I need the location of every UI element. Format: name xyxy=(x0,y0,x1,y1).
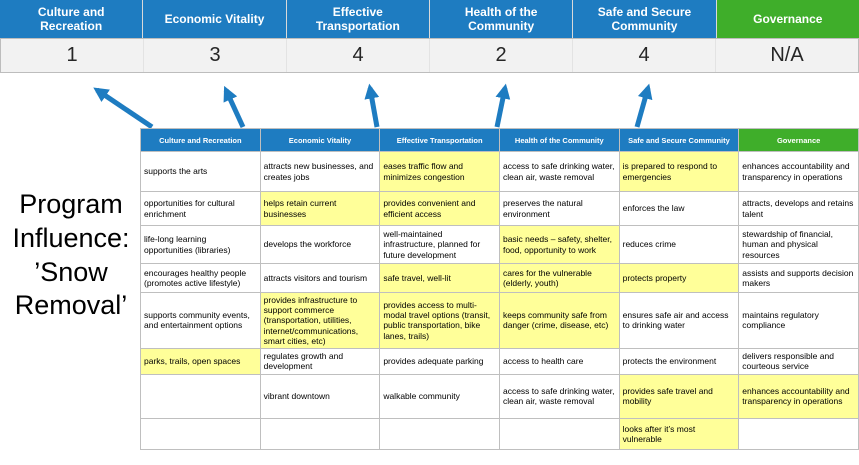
matrix-header-culture-and-recreation: Culture and Recreation xyxy=(140,128,261,152)
matrix-cell: access to safe drinking water, clean air… xyxy=(498,151,620,192)
scoreboard-header-health-of-the-community: Health of the Community xyxy=(429,0,574,38)
matrix-cell: parks, trails, open spaces xyxy=(140,347,261,375)
matrix-cell: well-maintained infrastructure, planned … xyxy=(379,225,500,264)
matrix-cell: protects property xyxy=(618,263,740,293)
matrix-cell: looks after it’s most vulnerable xyxy=(618,417,740,450)
scoreboard-score-row: 1 3 4 2 4 N/A xyxy=(0,38,859,73)
matrix-cell: life-long learning opportunities (librar… xyxy=(140,225,261,264)
matrix-cell: eases traffic flow and minimizes congest… xyxy=(379,151,500,192)
score-value-governance: N/A xyxy=(770,44,804,66)
matrix-row: parks, trails, open spaces regulates grow… xyxy=(140,347,859,375)
arrow-up-icon xyxy=(494,83,511,128)
program-title: Program Influence: ’Snow Removal’ xyxy=(12,189,130,321)
matrix-cell: provides safe travel and mobility xyxy=(618,373,740,419)
matrix-row: supports community events, and entertain… xyxy=(140,292,859,349)
matrix-cell: access to safe drinking water, clean air… xyxy=(498,373,620,419)
arrow-up-icon xyxy=(364,83,380,128)
scoreboard-header-culture-and-recreation: Culture and Recreation xyxy=(0,0,144,38)
matrix-cell xyxy=(259,417,381,450)
influence-matrix: Culture and Recreation Economic Vitality E… xyxy=(140,128,859,450)
matrix-cell xyxy=(140,373,261,419)
matrix-cell xyxy=(738,417,859,450)
matrix-row: encourages healthy people (promotes acti… xyxy=(140,263,859,293)
matrix-cell: provides infrastructure to support comme… xyxy=(259,292,381,349)
score-value-health-of-the-community: 2 xyxy=(430,39,573,72)
scoreboard-header-effective-transportation: Effective Transportation xyxy=(286,0,430,38)
matrix-row: looks after it’s most vulnerable xyxy=(140,417,859,450)
score-value-economic-vitality: 3 xyxy=(144,39,287,72)
matrix-cell: supports community events, and entertain… xyxy=(140,292,261,349)
matrix-cell: vibrant downtown xyxy=(259,373,381,419)
matrix-cell: delivers responsible and courteous servi… xyxy=(738,347,859,375)
score-value-safe-and-secure-community: 4 xyxy=(573,39,716,72)
score-value-culture-and-recreation: 1 xyxy=(1,39,144,72)
scoreboard-header-economic-vitality: Economic Vitality xyxy=(143,0,287,38)
scoreboard-header-governance: Governance xyxy=(716,0,859,38)
matrix-cell: provides convenient and efficient access xyxy=(379,191,500,226)
matrix-row: life-long learning opportunities (librar… xyxy=(140,225,859,264)
matrix-cell xyxy=(140,417,261,450)
matrix-cell: develops the workforce xyxy=(259,225,381,264)
arrow-up-icon xyxy=(364,83,380,128)
matrix-cell: protects the environment xyxy=(618,347,740,375)
matrix-cell: safe travel, well-lit xyxy=(379,263,500,293)
matrix-header-effective-transportation: Effective Transportation xyxy=(379,128,500,152)
matrix-cell: maintains regulatory compliance xyxy=(738,292,859,349)
matrix-cell: encourages healthy people (promotes acti… xyxy=(140,263,261,293)
matrix-cell: enhances accountability and transparency… xyxy=(738,151,859,192)
matrix-cell: attracts new businesses, and creates job… xyxy=(259,151,381,192)
matrix-cell: regulates growth and development xyxy=(259,347,381,375)
matrix-cell: helps retain current businesses xyxy=(259,191,381,226)
matrix-cell: reduces crime xyxy=(618,225,740,264)
matrix-cell: opportunities for cultural enrichment xyxy=(140,191,261,226)
score-value-effective-transportation: 4 xyxy=(287,39,430,72)
arrow-up-icon xyxy=(93,87,154,130)
matrix-header-governance: Governance xyxy=(738,128,859,152)
matrix-cell: provides access to multi-modal travel op… xyxy=(379,292,500,349)
matrix-cell: attracts, develops and retains talent xyxy=(738,191,859,226)
matrix-cell: supports the arts xyxy=(140,151,261,192)
arrow-up-icon xyxy=(93,87,154,130)
matrix-row: supports the arts attracts new businesses… xyxy=(140,151,859,192)
matrix-cell: preserves the natural environment xyxy=(498,191,620,226)
matrix-cell: basic needs – safety, shelter, food, opp… xyxy=(498,225,620,264)
arrow-up-icon xyxy=(223,85,246,129)
arrow-up-icon xyxy=(494,83,511,128)
matrix-cell: provides adequate parking xyxy=(379,347,500,375)
scoreboard: Culture and Recreation Economic Vitality E… xyxy=(0,0,859,73)
matrix-cell: keeps community safe from danger (crime,… xyxy=(498,292,620,349)
matrix-cell: cares for the vulnerable (elderly, youth… xyxy=(498,263,620,293)
scoreboard-header-row: Culture and Recreation Economic Vitality E… xyxy=(0,0,859,38)
scoreboard-header-safe-and-secure-community: Safe and Secure Community xyxy=(573,0,717,38)
matrix-header-row: Culture and Recreation Economic Vitality E… xyxy=(140,128,859,152)
matrix-cell: assists and supports decision makers xyxy=(738,263,859,293)
matrix-cell: ensures safe air and access to drinking … xyxy=(618,292,740,349)
matrix-cell: stewardship of financial, human and phys… xyxy=(738,225,859,264)
matrix-cell xyxy=(379,417,500,450)
matrix-row: vibrant downtown walkable community access… xyxy=(140,373,859,419)
matrix-cell: access to health care xyxy=(498,347,620,375)
matrix-header-safe-and-secure-community: Safe and Secure Community xyxy=(618,128,740,152)
matrix-body: supports the arts attracts new businesses… xyxy=(140,151,859,450)
matrix-cell: walkable community xyxy=(379,373,500,419)
matrix-cell: attracts visitors and tourism xyxy=(259,263,381,293)
matrix-header-economic-vitality: Economic Vitality xyxy=(259,128,381,152)
arrow-up-icon xyxy=(223,85,246,129)
arrow-up-icon xyxy=(634,83,653,128)
matrix-head: Culture and Recreation Economic Vitality E… xyxy=(140,128,859,152)
matrix-cell: is prepared to respond to emergencies xyxy=(618,151,740,192)
arrow-up-icon xyxy=(634,83,653,128)
matrix-row: opportunities for cultural enrichment hel… xyxy=(140,191,859,226)
matrix-cell: enforces the law xyxy=(618,191,740,226)
matrix-cell xyxy=(498,417,620,450)
matrix-cell: enhances accountability and transparency… xyxy=(738,373,859,419)
matrix-header-health-of-the-community: Health of the Community xyxy=(498,128,620,152)
